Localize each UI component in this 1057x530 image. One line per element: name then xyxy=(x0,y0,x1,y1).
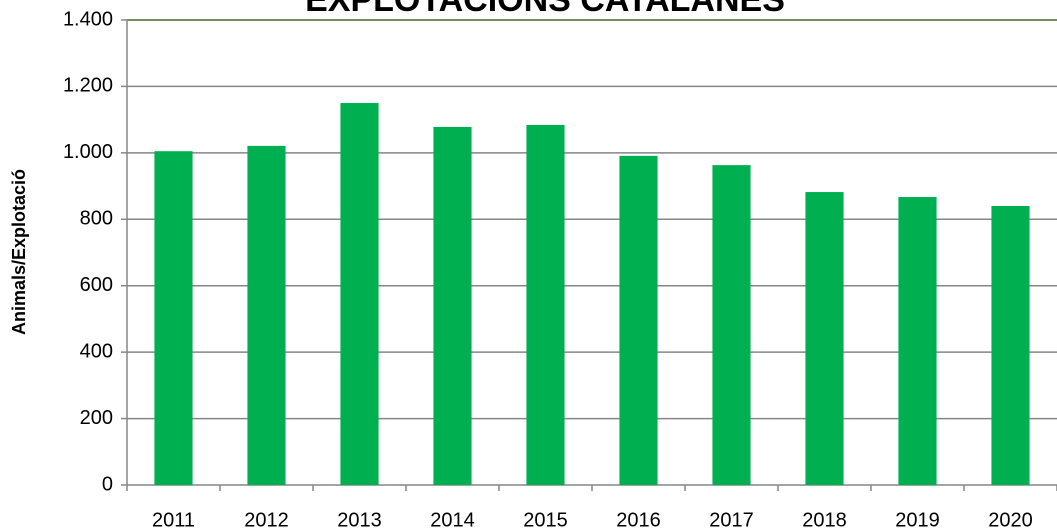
bar xyxy=(805,192,844,486)
y-tick-label: 1.200 xyxy=(63,75,113,97)
y-tick-label: 1.400 xyxy=(63,8,113,30)
bar xyxy=(619,155,658,485)
y-tick-label: 600 xyxy=(80,274,113,296)
x-tick-label: 2016 xyxy=(616,509,661,530)
bar xyxy=(154,151,193,486)
chart-title: EXPLOTACIONS CATALANES xyxy=(305,0,785,19)
x-tick-label: 2019 xyxy=(895,509,940,530)
y-tick-label: 0 xyxy=(102,473,113,495)
x-tick-label: 2013 xyxy=(337,509,382,530)
x-tick-label: 2017 xyxy=(709,509,754,530)
x-tick-label: 2011 xyxy=(152,509,195,530)
x-tick-label: 2018 xyxy=(802,509,847,530)
bar xyxy=(898,197,937,485)
y-tick-label: 200 xyxy=(80,407,113,429)
x-tick-label: 2012 xyxy=(244,509,289,530)
x-tick-label: 2014 xyxy=(430,509,475,530)
y-tick-label: 400 xyxy=(80,340,113,362)
y-tick-label: 800 xyxy=(80,208,113,230)
bar xyxy=(247,145,286,485)
bar xyxy=(712,165,751,485)
bar xyxy=(991,206,1030,485)
bar xyxy=(433,126,472,485)
x-tick-label: 2020 xyxy=(988,509,1033,530)
y-axis-label: Animals/Explotació xyxy=(9,169,29,335)
bar xyxy=(340,103,379,486)
bar xyxy=(526,124,565,485)
y-tick-label: 1.000 xyxy=(63,141,113,163)
x-tick-label: 2015 xyxy=(523,509,568,530)
